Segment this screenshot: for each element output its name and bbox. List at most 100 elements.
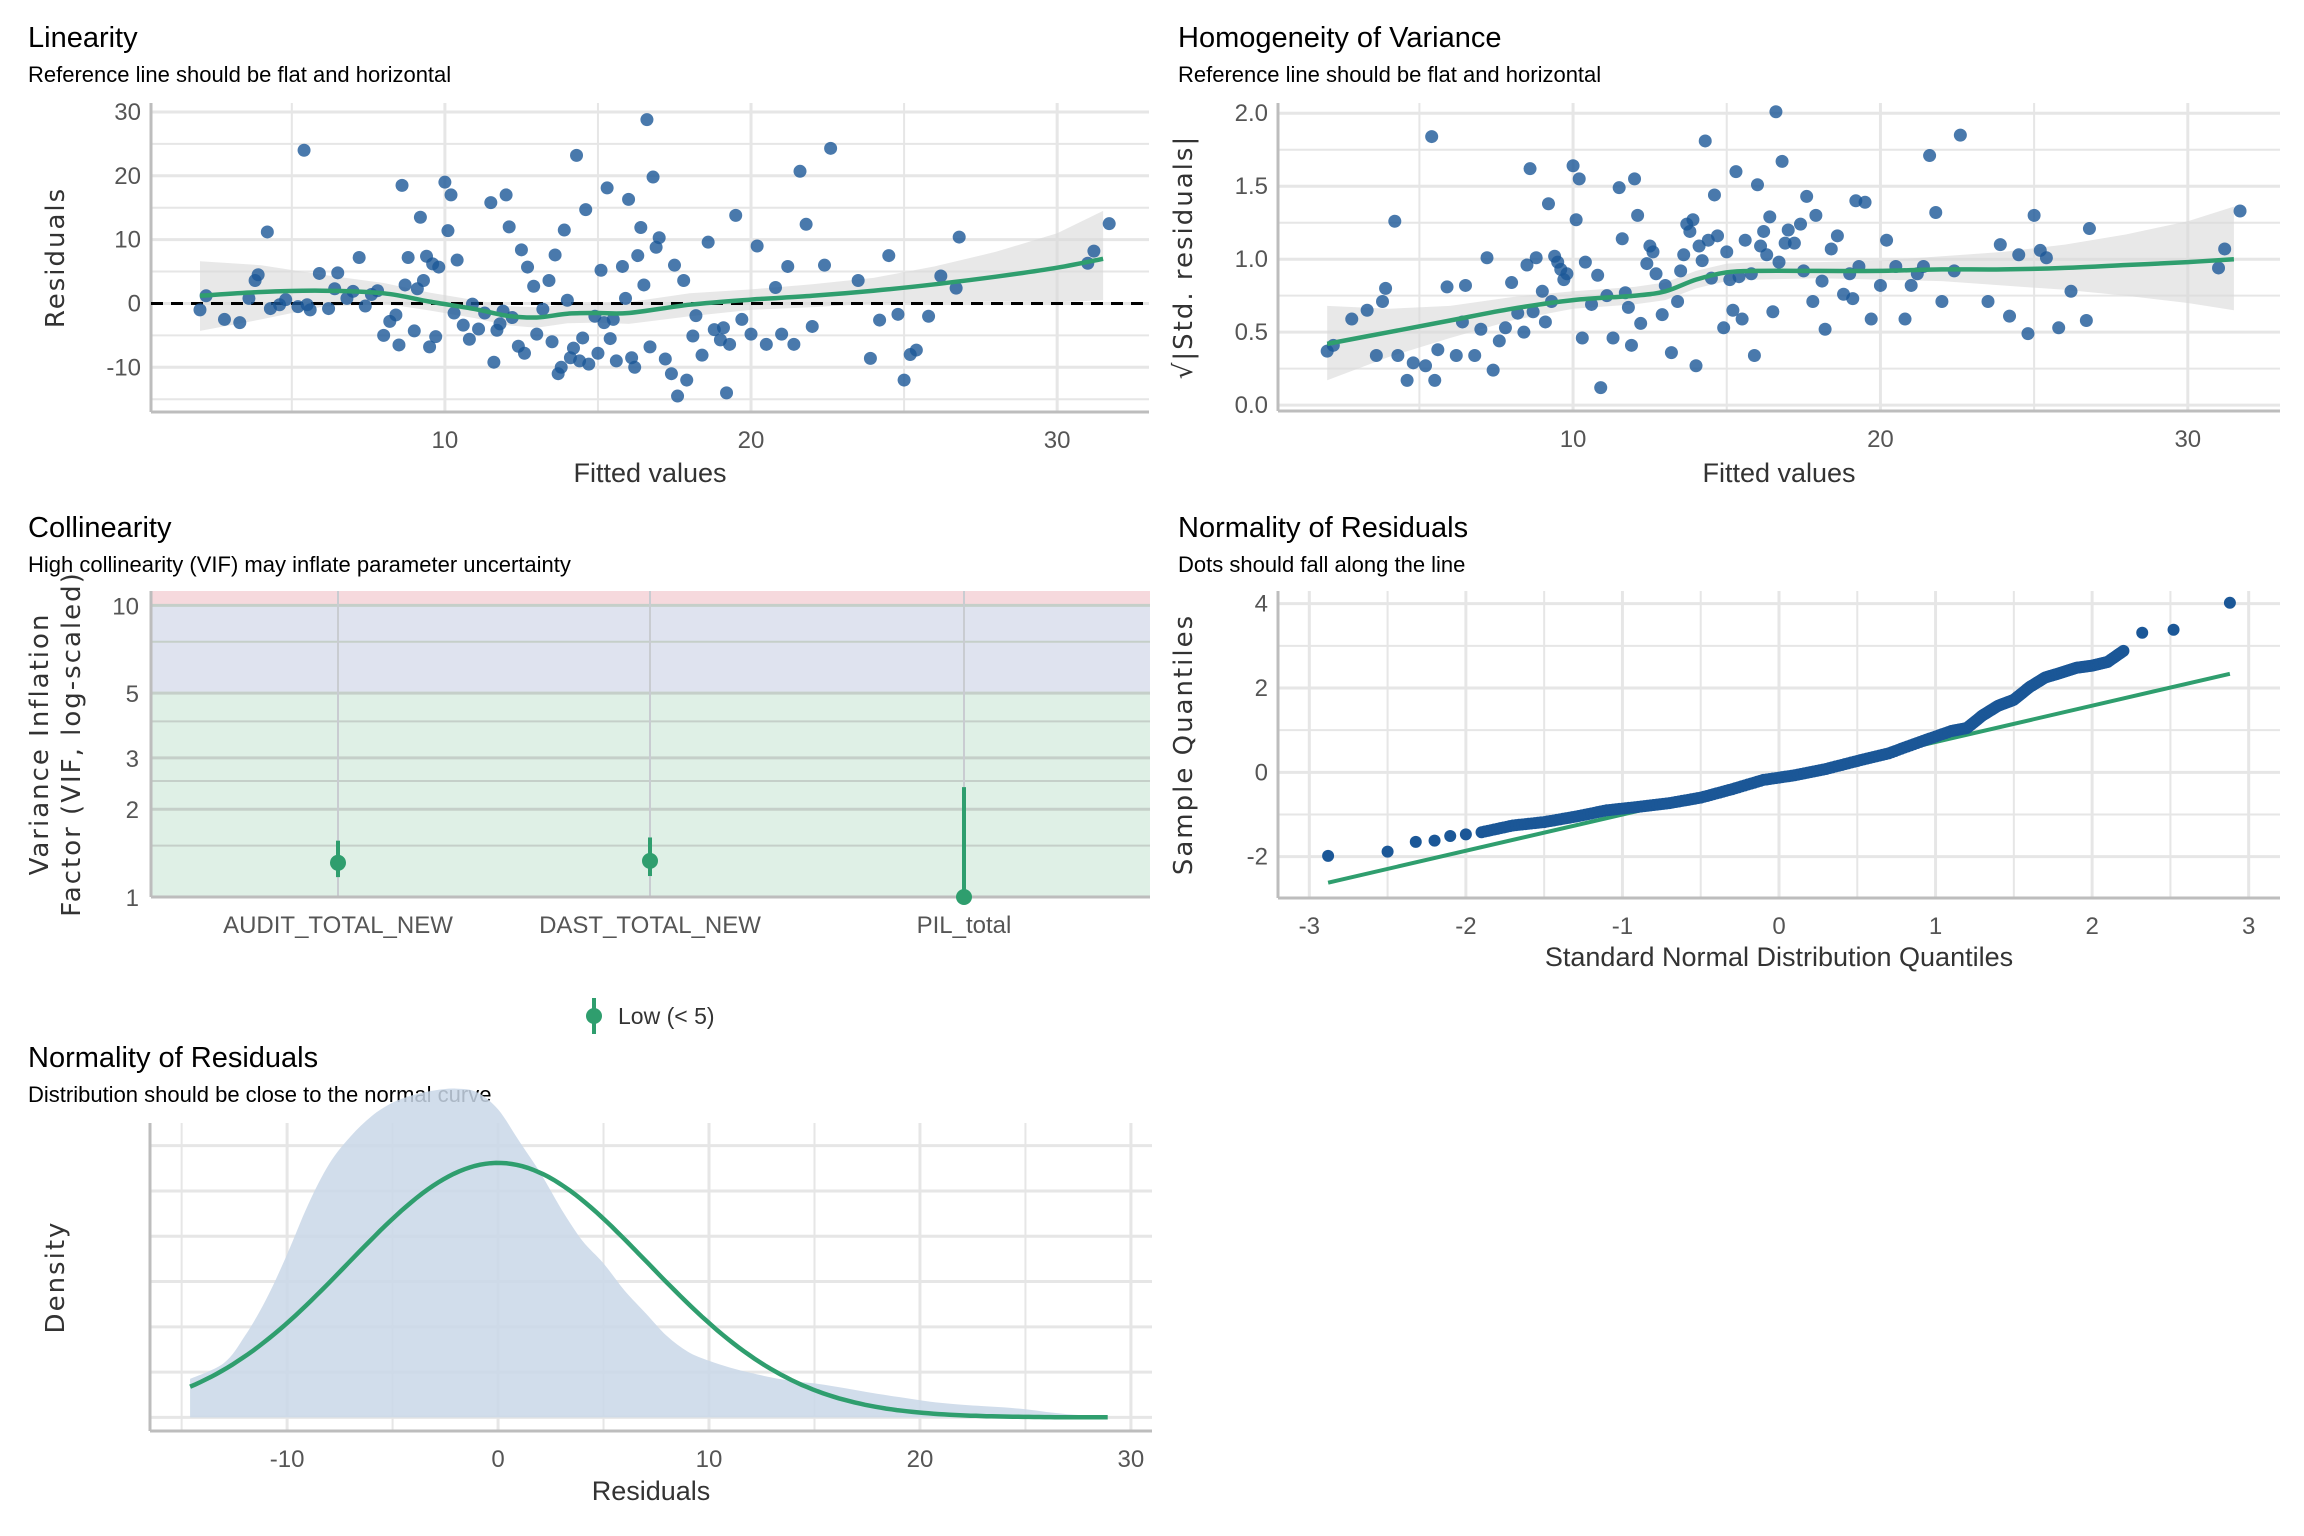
data-point: [570, 148, 584, 162]
data-point: [377, 328, 391, 342]
data-point: [1664, 346, 1678, 360]
y-tick-label: 1: [126, 885, 139, 912]
x-tick-label: 10: [696, 1446, 723, 1473]
data-point: [851, 273, 865, 287]
data-point: [664, 367, 678, 381]
y-tick-label: 1.0: [1235, 246, 1268, 273]
legend-label-low: Low (< 5): [618, 1002, 715, 1029]
data-point: [1769, 105, 1783, 119]
y-tick-label: 30: [114, 99, 141, 126]
data-point: [1575, 331, 1589, 345]
data-point: [1698, 134, 1712, 148]
data-point: [1621, 300, 1635, 314]
y-tick-label: 5: [126, 681, 139, 708]
data-point: [1458, 278, 1472, 292]
data-point: [1720, 245, 1734, 259]
data-point: [1379, 281, 1393, 295]
data-point: [1376, 295, 1390, 309]
y-tick-label: 0.0: [1235, 392, 1268, 419]
data-point: [2218, 242, 2232, 256]
data-point: [1674, 264, 1688, 278]
data-point: [499, 188, 513, 202]
data-point: [1360, 303, 1374, 317]
y-tick-label: -10: [106, 354, 141, 381]
data-point: [1707, 188, 1721, 202]
data-point: [873, 313, 887, 327]
data-point: [594, 263, 608, 277]
x-axis-title: Residuals: [592, 1476, 711, 1506]
homogeneity-subtitle: Reference line should be flat and horizo…: [1178, 62, 1602, 87]
data-point: [781, 259, 795, 273]
data-point: [423, 340, 437, 354]
data-point: [1425, 130, 1439, 144]
data-point: [1628, 172, 1642, 186]
loess-line: [199, 256, 1104, 320]
legend-key-low-icon: [586, 998, 602, 1034]
data-point: [2212, 261, 2226, 275]
collinearity-title: Collinearity: [28, 512, 172, 544]
data-point: [1388, 214, 1402, 228]
vif-point-AUDIT_TOTAL_NEW: [330, 854, 346, 871]
data-point: [1419, 359, 1433, 373]
data-point: [1505, 276, 1519, 290]
x-tick-label: 0: [491, 1446, 504, 1473]
qq-panel: Normality of Residuals Dots should fall …: [1150, 500, 2304, 1000]
x-tick-label: 2: [2085, 913, 2098, 940]
qq-point: [2167, 623, 2180, 636]
data-point: [416, 273, 430, 287]
data-point: [1560, 267, 1574, 281]
collinearity-panel: Collinearity High collinearity (VIF) may…: [0, 500, 1160, 1040]
data-point: [1440, 280, 1454, 294]
data-point: [560, 293, 574, 307]
x-tick-label: -3: [1299, 913, 1320, 940]
y-tick-label: 10: [114, 227, 141, 254]
qq-point: [1322, 849, 1335, 862]
data-point: [1692, 239, 1706, 253]
y-tick-label: 2: [126, 797, 139, 824]
data-point: [1904, 278, 1918, 292]
data-point: [1695, 254, 1709, 268]
data-point: [680, 373, 694, 387]
data-point: [1824, 242, 1838, 256]
data-point: [1806, 295, 1820, 309]
data-point: [652, 231, 666, 245]
data-point: [1787, 236, 1801, 250]
data-point: [1935, 295, 1949, 309]
data-point: [1535, 284, 1549, 298]
data-point: [279, 293, 293, 307]
x-tick-label: 10: [1560, 426, 1587, 453]
data-point: [1864, 312, 1878, 326]
data-point: [750, 239, 764, 253]
vif-point-DAST_TOTAL_NEW: [642, 852, 658, 869]
x-tick-label: 3: [2242, 913, 2255, 940]
data-point: [438, 175, 452, 189]
data-point: [1711, 229, 1725, 243]
data-point: [2027, 208, 2041, 222]
data-point: [723, 337, 737, 351]
density-area: [190, 1088, 1108, 1418]
data-point: [566, 341, 580, 355]
data-point: [769, 281, 783, 295]
x-axis-title: Fitted values: [573, 458, 726, 488]
data-point: [775, 327, 789, 341]
data-point: [1775, 154, 1789, 168]
x-tick-label: 30: [2174, 426, 2201, 453]
data-point: [1778, 236, 1792, 250]
data-point: [1993, 238, 2007, 252]
collinearity-legend: Low (< 5): [584, 996, 715, 1036]
data-point: [545, 335, 559, 349]
data-point: [637, 278, 651, 292]
y-tick-label: 10: [112, 593, 139, 620]
data-point: [331, 266, 345, 280]
data-point: [1757, 224, 1771, 238]
data-point: [1781, 223, 1795, 237]
y-axis-title-line1: Variance Inflation: [25, 613, 55, 876]
y-tick-label: 4: [1255, 591, 1268, 618]
qq-point: [2136, 626, 2149, 639]
y-axis-title: √|Std. residuals|: [1169, 135, 1199, 379]
data-point: [1369, 349, 1383, 363]
data-point: [1406, 356, 1420, 370]
data-point: [1649, 267, 1663, 281]
qq-point: [2115, 645, 2128, 658]
data-point: [456, 318, 470, 332]
